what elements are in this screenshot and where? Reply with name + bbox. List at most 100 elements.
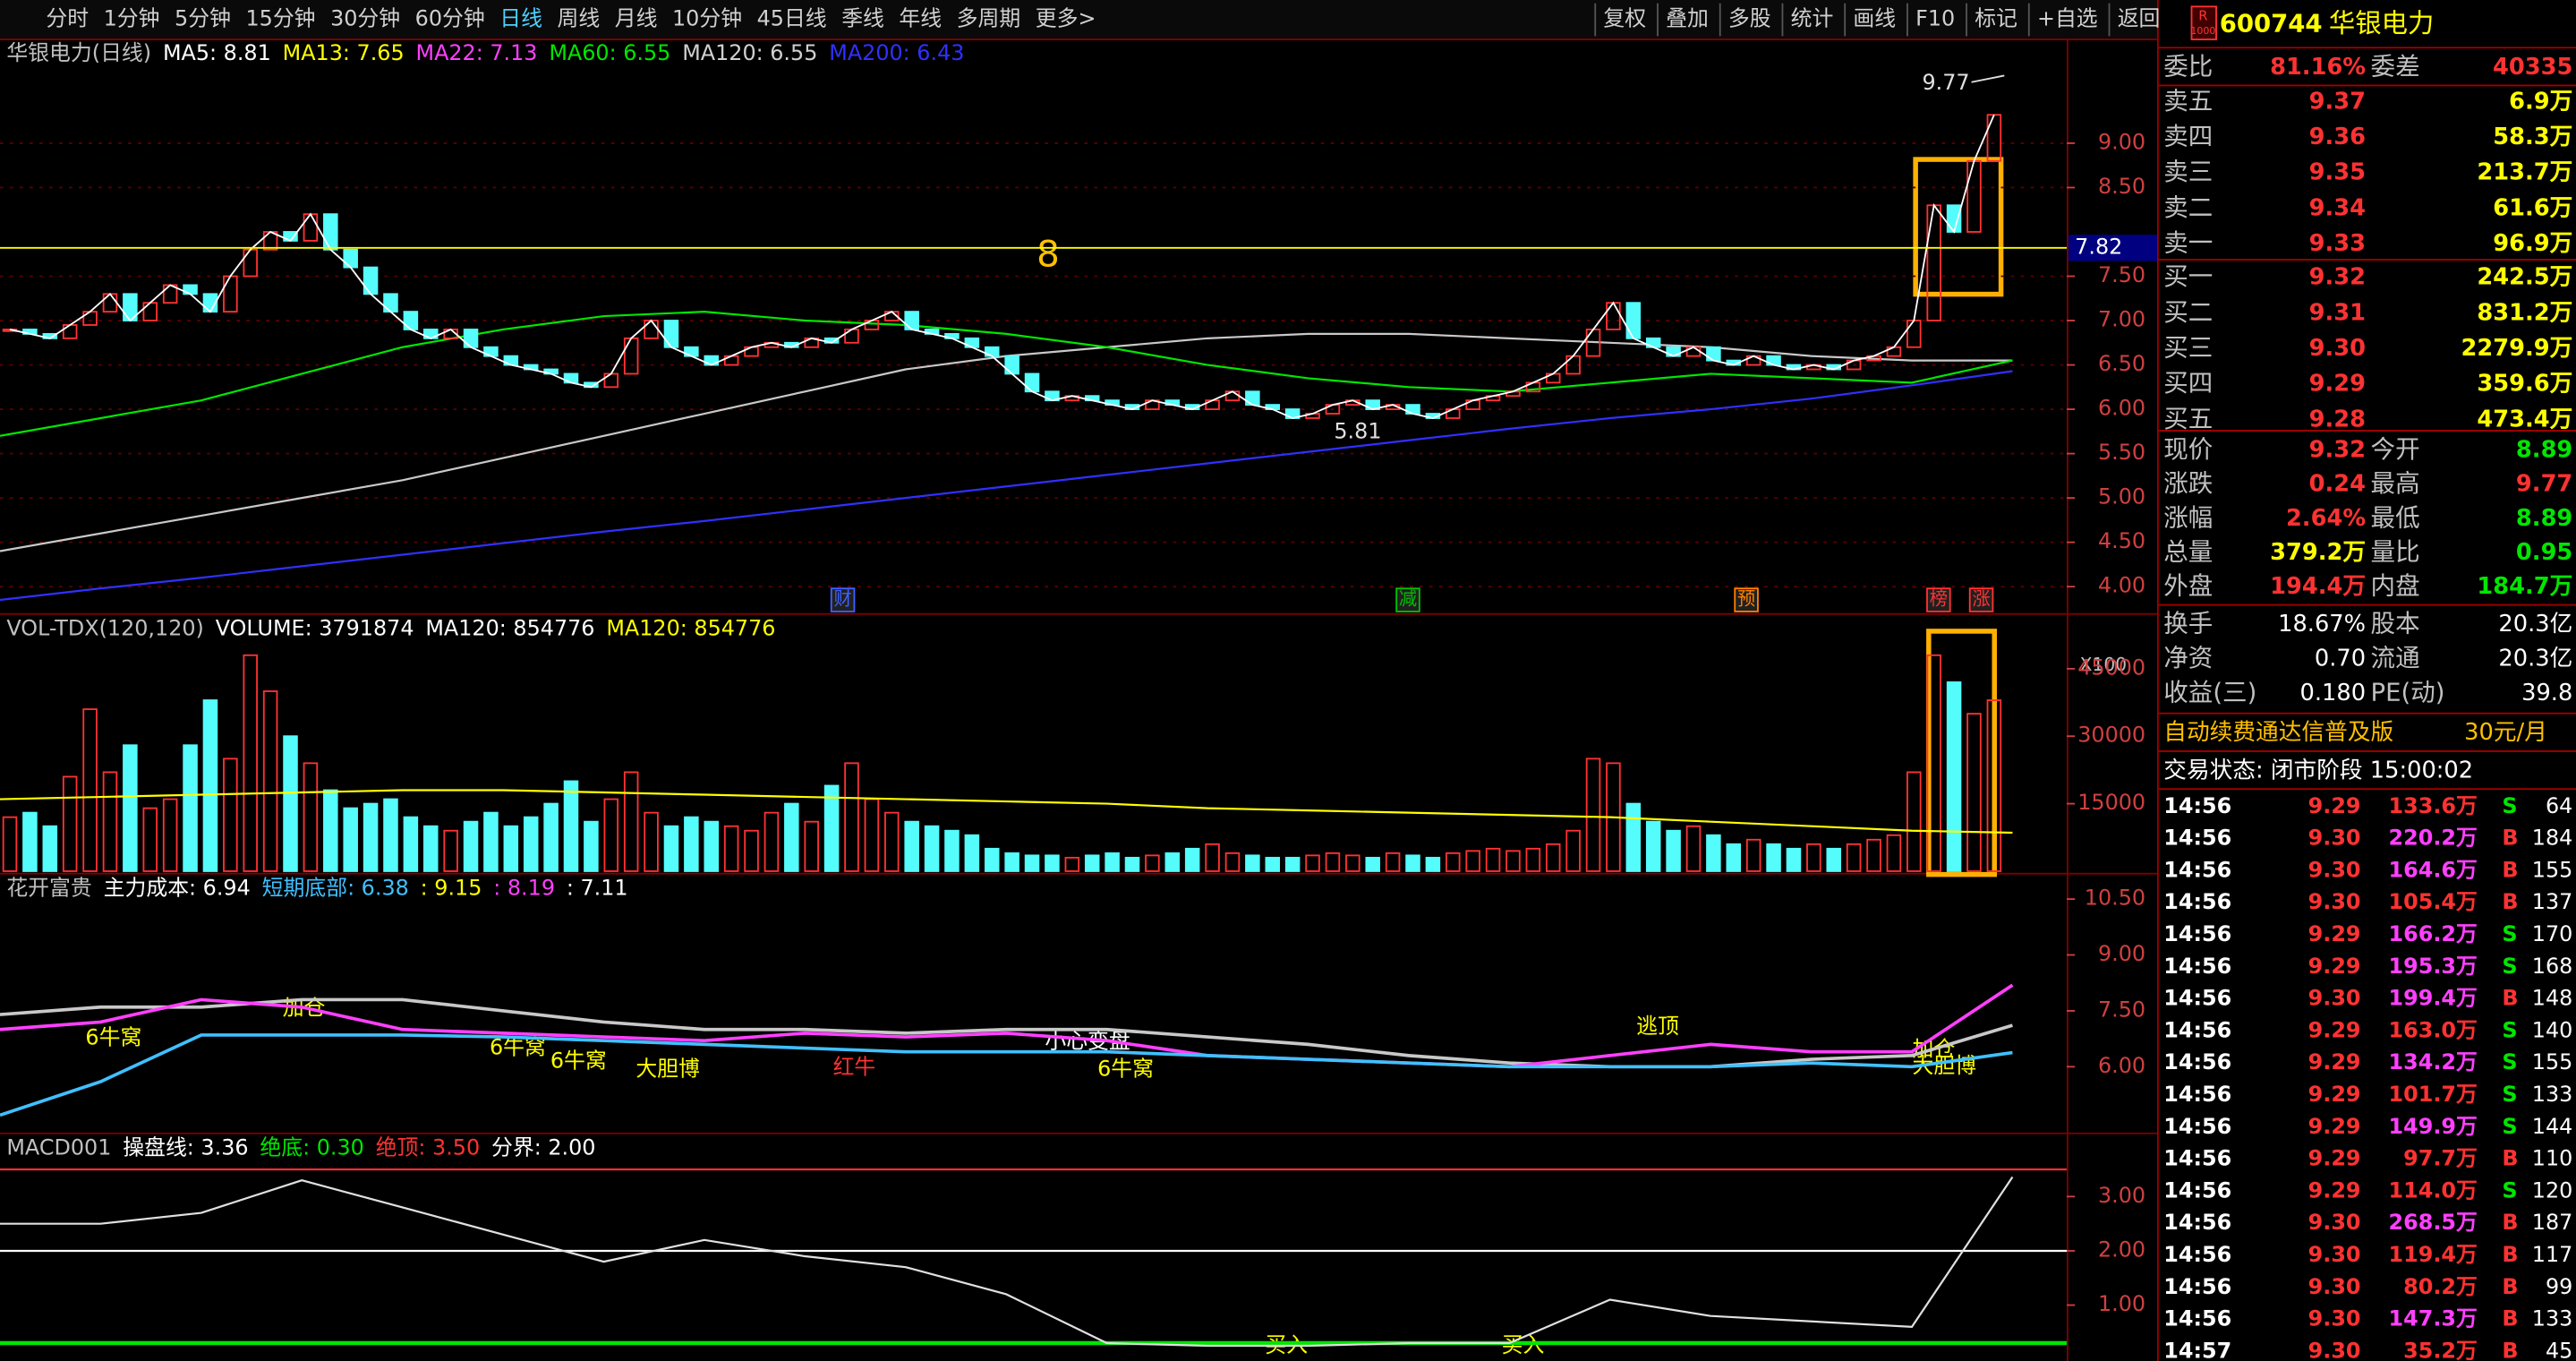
trade-price: 9.29 [2308, 1146, 2361, 1171]
volume-bar [1666, 829, 1681, 872]
y-tick-label: 8.50 [2098, 174, 2145, 199]
book-label: 卖一 [2163, 228, 2213, 257]
toolbar-button[interactable]: 标记 [1975, 6, 2017, 31]
volume-bar [804, 820, 819, 872]
toolbar-button[interactable]: 统计 [1791, 6, 1834, 31]
level-note: 8 [1036, 233, 1060, 275]
quote-value: 379.2万 [2270, 539, 2366, 566]
trade-price: 9.30 [2308, 1210, 2361, 1235]
volume-bar [884, 811, 900, 872]
event-badge [1734, 587, 1759, 612]
toolbar-button[interactable]: 返回 [2118, 6, 2161, 31]
book-price: 9.32 [2309, 264, 2366, 291]
volume-bar [1405, 854, 1420, 872]
period-tab[interactable]: 60分钟 [415, 6, 485, 31]
trade-price: 9.30 [2308, 857, 2361, 882]
ma-line [0, 311, 2013, 437]
volume-bar [62, 775, 78, 872]
toolbar-button[interactable]: 多股 [1728, 6, 1771, 31]
volume-bar [503, 825, 519, 872]
volume-bar [1224, 852, 1241, 872]
trade-count: 99 [2546, 1274, 2572, 1299]
volume-bar [1966, 713, 1982, 872]
period-tab[interactable]: 45日线 [757, 6, 827, 31]
trade-time: 14:56 [2163, 1017, 2231, 1042]
ad-text: 自动续费通达信普及版 [2163, 719, 2393, 746]
trade-count: 64 [2546, 793, 2572, 818]
book-volume: 213.7万 [2477, 159, 2572, 186]
period-tab[interactable]: 15分钟 [245, 6, 315, 31]
indicator-line [0, 983, 2014, 1069]
candle [383, 293, 398, 313]
quote-value: 0.70 [2315, 646, 2366, 672]
volume-bar [303, 762, 319, 872]
quote-value: 18.67% [2278, 611, 2366, 638]
volume-bar [1164, 852, 1181, 872]
trade-time: 14:56 [2163, 826, 2231, 851]
trade-price: 9.29 [2308, 793, 2361, 818]
trade-time: 14:56 [2163, 793, 2231, 818]
volume-bar [363, 802, 379, 872]
volume-bar [1906, 771, 1922, 872]
period-tab[interactable]: 30分钟 [330, 6, 400, 31]
stock-name: 华银电力 [2329, 8, 2434, 39]
book-price: 9.37 [2309, 88, 2366, 115]
toolbar-button[interactable]: 叠加 [1666, 6, 1709, 31]
period-tab[interactable]: 多周期 [957, 6, 1021, 31]
y-tick-label: 10.50 [2085, 886, 2145, 911]
toolbar-button[interactable]: F10 [1915, 6, 1955, 31]
quote-label: 委差 [2371, 52, 2420, 81]
legend-item: 绝顶: 3.50 [376, 1135, 480, 1160]
volume-bar [1585, 758, 1601, 872]
period-tab[interactable]: 更多> [1036, 6, 1096, 31]
book-label: 买二 [2163, 298, 2213, 327]
trade-count: 148 [2532, 986, 2573, 1011]
y-tick-label: 9.00 [2098, 129, 2145, 154]
trade-count: 187 [2532, 1210, 2573, 1235]
volume-bar [584, 820, 599, 872]
book-label: 卖二 [2163, 193, 2213, 222]
period-tab[interactable]: 年线 [899, 6, 942, 31]
quote-value: 20.3亿 [2498, 646, 2572, 672]
signal-note: 红牛 [833, 1055, 876, 1080]
period-tab[interactable]: 5分钟 [175, 6, 231, 31]
trade-count: 133 [2532, 1082, 2573, 1107]
signal-note: 6牛窝 [1097, 1057, 1154, 1082]
event-badge [1395, 587, 1420, 612]
y-tick-label: 3.00 [2098, 1183, 2145, 1208]
toolbar-button[interactable]: 复权 [1603, 6, 1646, 31]
legend-item: 华银电力(日线) [6, 40, 151, 65]
period-tab[interactable]: 10分钟 [672, 6, 742, 31]
period-tab[interactable]: 季线 [841, 6, 884, 31]
volume-bar [543, 802, 559, 872]
low-note: 5.81 [1334, 418, 1381, 443]
toolbar-button[interactable]: +自选 [2037, 6, 2098, 31]
volume-bar [422, 825, 439, 872]
volume-bar [463, 820, 479, 872]
toolbar-button[interactable]: 画线 [1853, 6, 1896, 31]
period-tab[interactable]: 月线 [615, 6, 658, 31]
signal-note: 6牛窝 [550, 1048, 607, 1073]
trade-time: 14:56 [2163, 1274, 2231, 1299]
period-tab[interactable]: 1分钟 [104, 6, 160, 31]
volume-bar [523, 816, 539, 872]
quote-label: 量比 [2371, 538, 2420, 567]
trade-volume: 147.3万 [2389, 1306, 2478, 1331]
volume-bar [223, 758, 238, 872]
book-label: 卖五 [2163, 87, 2213, 116]
volume-bar [623, 771, 639, 872]
volume-bar [844, 762, 859, 872]
ma-line [0, 370, 2013, 602]
period-tab[interactable]: 日线 [499, 6, 542, 31]
period-tab[interactable]: 分时 [46, 6, 89, 31]
quote-label: 外盘 [2163, 572, 2213, 601]
volume-bar [684, 816, 699, 872]
book-volume: 6.9万 [2509, 88, 2572, 115]
volume-bar [1645, 820, 1661, 872]
period-tab[interactable]: 周线 [558, 6, 601, 31]
legend-item: VOLUME: 3791874 [216, 616, 414, 641]
volume-bar [1004, 852, 1019, 872]
highlight-box [1913, 157, 2004, 297]
quote-value: 8.89 [2516, 505, 2572, 532]
y-tick-label: 5.00 [2098, 484, 2145, 509]
